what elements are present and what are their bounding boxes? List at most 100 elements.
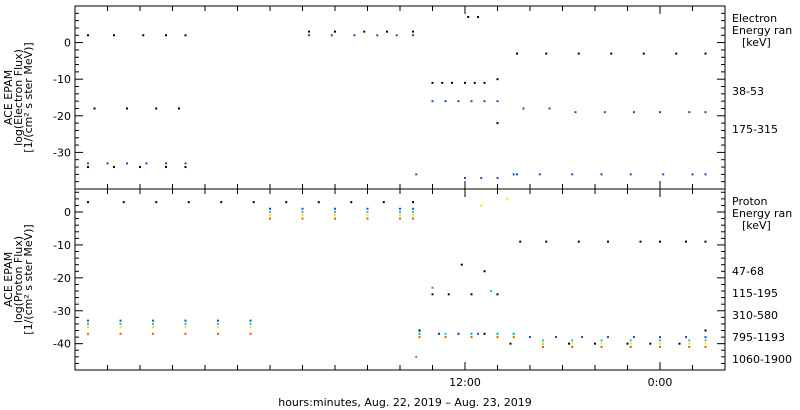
series-38-53 xyxy=(87,15,707,169)
data-point xyxy=(145,162,148,165)
data-point xyxy=(184,162,187,165)
data-point xyxy=(704,336,707,339)
legend-entry: 310-580 xyxy=(732,309,778,322)
y-axis-label: ACE EPAMlog(Proton Flux)[1/(cm² s ster M… xyxy=(2,224,35,334)
series-1060-1900 xyxy=(87,217,707,358)
data-point xyxy=(87,319,89,322)
data-point xyxy=(301,211,304,214)
data-point xyxy=(217,319,219,322)
legend-title: [keV] xyxy=(742,219,771,232)
data-point xyxy=(249,319,252,322)
data-point xyxy=(152,332,154,335)
y-tick-label: -20 xyxy=(53,272,71,285)
data-point xyxy=(545,240,548,243)
data-point xyxy=(457,100,460,103)
panel-proton: -40 -30 -20 -10 0 ACE EPAMlog(Proton Flux)[1/… xyxy=(2,188,792,371)
data-point xyxy=(412,34,414,37)
data-point xyxy=(126,162,128,165)
data-point xyxy=(477,15,479,18)
data-point xyxy=(152,319,154,322)
data-point xyxy=(457,332,460,335)
data-point xyxy=(366,207,369,210)
data-point xyxy=(334,211,336,214)
data-point xyxy=(376,34,379,37)
data-point xyxy=(113,166,115,169)
data-point xyxy=(542,345,544,348)
data-point xyxy=(334,30,336,33)
data-point xyxy=(412,214,414,217)
data-point xyxy=(412,30,414,33)
data-point xyxy=(659,240,661,243)
data-point xyxy=(594,342,596,345)
y-axis-label-line: log(Proton Flux) xyxy=(12,236,25,323)
data-point xyxy=(571,342,574,345)
data-point xyxy=(659,111,661,114)
data-point xyxy=(688,342,691,345)
data-point xyxy=(155,201,158,204)
data-point xyxy=(574,111,577,114)
data-point xyxy=(87,162,89,165)
data-point xyxy=(516,173,518,176)
data-point xyxy=(470,100,473,103)
legend-entry: 175-315 xyxy=(732,123,778,136)
data-point xyxy=(626,342,629,345)
data-point xyxy=(184,332,187,335)
data-point xyxy=(704,240,707,243)
data-point xyxy=(165,162,167,165)
data-point xyxy=(165,34,167,37)
y-tick-label: 0 xyxy=(64,37,71,50)
data-point xyxy=(704,345,707,348)
y-tick-label: -40 xyxy=(53,338,71,351)
data-point xyxy=(642,52,645,55)
data-point xyxy=(308,34,310,37)
data-point xyxy=(119,322,122,325)
legend-title: Energy ran xyxy=(732,24,792,37)
data-point xyxy=(704,173,707,176)
x-tick-label: 12:00 xyxy=(449,376,481,389)
y-tick-label: -20 xyxy=(53,110,71,123)
data-point xyxy=(285,201,288,204)
data-point xyxy=(685,336,687,339)
data-point xyxy=(496,293,499,296)
data-point xyxy=(577,240,580,243)
data-point xyxy=(571,173,574,176)
data-point xyxy=(470,293,473,296)
data-point xyxy=(496,332,499,335)
data-point xyxy=(87,166,89,169)
data-point xyxy=(678,342,681,345)
data-point xyxy=(301,217,304,220)
data-point xyxy=(496,100,499,103)
data-point xyxy=(438,332,440,335)
data-point xyxy=(542,339,544,342)
data-point xyxy=(366,211,369,214)
data-point xyxy=(512,332,515,335)
legend-title: Proton xyxy=(732,195,767,208)
data-point xyxy=(496,177,499,180)
data-point xyxy=(382,201,385,204)
data-point xyxy=(607,240,609,243)
data-point xyxy=(386,30,388,33)
data-point xyxy=(659,342,661,345)
data-point xyxy=(269,207,271,210)
data-point xyxy=(603,111,606,114)
data-point xyxy=(444,336,447,339)
y-tick-label: -30 xyxy=(53,146,71,159)
data-point xyxy=(217,322,219,325)
data-point xyxy=(431,293,434,296)
data-point xyxy=(301,214,304,217)
data-point xyxy=(688,339,691,342)
data-point xyxy=(649,342,652,345)
data-point xyxy=(607,336,609,339)
data-point xyxy=(688,111,691,114)
data-point xyxy=(184,326,187,329)
data-point xyxy=(178,107,180,110)
data-point xyxy=(512,336,515,339)
data-point xyxy=(600,339,603,342)
data-point xyxy=(399,214,401,217)
data-point xyxy=(704,342,707,345)
data-point xyxy=(93,107,96,110)
data-point xyxy=(187,201,190,204)
data-point xyxy=(184,166,187,169)
